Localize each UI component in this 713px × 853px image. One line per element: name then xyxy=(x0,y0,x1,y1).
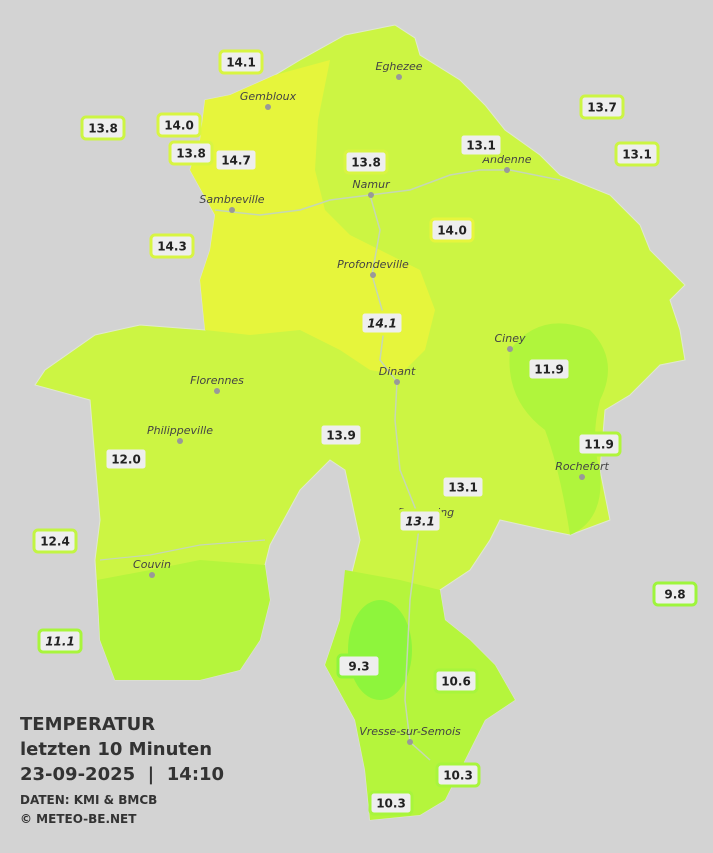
station-temperature: 13.8 xyxy=(176,147,206,161)
station-box xyxy=(429,217,475,243)
city-dot xyxy=(370,272,376,278)
station-temperature: 11.1 xyxy=(45,635,75,649)
station-box xyxy=(103,446,149,472)
cold-zone xyxy=(348,600,412,700)
station-temperature: 10.3 xyxy=(376,797,406,811)
station-box xyxy=(149,233,195,259)
station-box xyxy=(614,141,660,167)
station-temperature: 13.1 xyxy=(448,481,478,495)
city-label: Namur xyxy=(352,178,391,191)
city-dot xyxy=(396,74,402,80)
river xyxy=(214,169,561,216)
subtitle: letzten 10 Minuten xyxy=(20,739,212,760)
station-box xyxy=(433,668,479,694)
station-box xyxy=(32,528,78,554)
station-temperature: 13.9 xyxy=(326,429,356,443)
river xyxy=(99,539,266,561)
station-box xyxy=(576,431,622,457)
station-box xyxy=(397,508,443,534)
city-dot xyxy=(407,739,413,745)
station-box xyxy=(37,628,83,654)
station-box xyxy=(359,310,405,336)
station-box xyxy=(168,140,214,166)
warm-zone xyxy=(190,60,435,375)
city-label: Sambreville xyxy=(199,193,264,206)
station-box xyxy=(368,790,414,816)
station-temperature: 13.7 xyxy=(587,101,617,115)
station-temperature: 13.1 xyxy=(622,148,652,162)
station-box xyxy=(336,653,382,679)
city-label: Couvin xyxy=(133,558,171,571)
station-box xyxy=(213,147,259,173)
station-box xyxy=(218,49,264,75)
station-temperature: 14.0 xyxy=(437,224,467,238)
city-label: Profondeville xyxy=(337,258,409,271)
copyright: © METEO-BE.NET xyxy=(20,812,137,826)
station-temperature: 11.9 xyxy=(534,363,564,377)
station-temperature: 13.8 xyxy=(88,122,118,136)
city-dot xyxy=(177,438,183,444)
station-box xyxy=(156,112,202,138)
title: TEMPERATUR xyxy=(20,714,155,735)
station-box xyxy=(579,94,625,120)
station-box xyxy=(526,356,572,382)
station-temperature: 13.1 xyxy=(405,515,435,529)
station-temperature: 14.1 xyxy=(367,317,397,331)
city-label: Gembloux xyxy=(240,90,297,103)
city-label: Philippeville xyxy=(147,424,213,437)
station-box xyxy=(318,422,364,448)
city-dot xyxy=(579,474,585,480)
station-temperature: 14.0 xyxy=(164,119,194,133)
station-temperature: 13.1 xyxy=(466,139,496,153)
city-dot xyxy=(265,104,271,110)
station-box xyxy=(80,115,126,141)
city-label: Ciney xyxy=(495,332,526,345)
station-box xyxy=(652,581,698,607)
station-temperature: 12.0 xyxy=(111,453,141,467)
cool-zone xyxy=(97,560,270,680)
station-temperature: 10.6 xyxy=(441,675,471,689)
city-dot xyxy=(394,379,400,385)
city-dot xyxy=(229,207,235,213)
city-label: Vresse-sur-Semois xyxy=(359,725,461,738)
city-dot xyxy=(507,346,513,352)
timestamp: 23-09-2025 | 14:10 xyxy=(20,764,224,785)
city-dot xyxy=(214,388,220,394)
station-box xyxy=(440,474,486,500)
source: DATEN: KMI & BMCB xyxy=(20,793,157,807)
city-label: Dinant xyxy=(379,365,416,378)
station-temperature: 12.4 xyxy=(40,535,70,549)
station-box xyxy=(435,762,481,788)
station-temperature: 14.7 xyxy=(221,154,251,168)
station-temperature: 13.8 xyxy=(351,156,381,170)
station-box xyxy=(458,132,504,158)
city-dot xyxy=(149,572,155,578)
city-label: Florennes xyxy=(190,374,244,387)
city-label: Rochefort xyxy=(555,460,609,473)
city-label: Eghezee xyxy=(376,60,423,73)
city-dot xyxy=(368,192,374,198)
city-dot xyxy=(504,167,510,173)
station-temperature: 11.9 xyxy=(584,438,614,452)
station-temperature: 14.1 xyxy=(226,56,256,70)
station-temperature: 14.3 xyxy=(157,240,187,254)
station-temperature: 9.8 xyxy=(664,588,685,602)
station-box xyxy=(343,149,389,175)
station-temperature: 10.3 xyxy=(443,769,473,783)
station-temperature: 9.3 xyxy=(348,660,369,674)
